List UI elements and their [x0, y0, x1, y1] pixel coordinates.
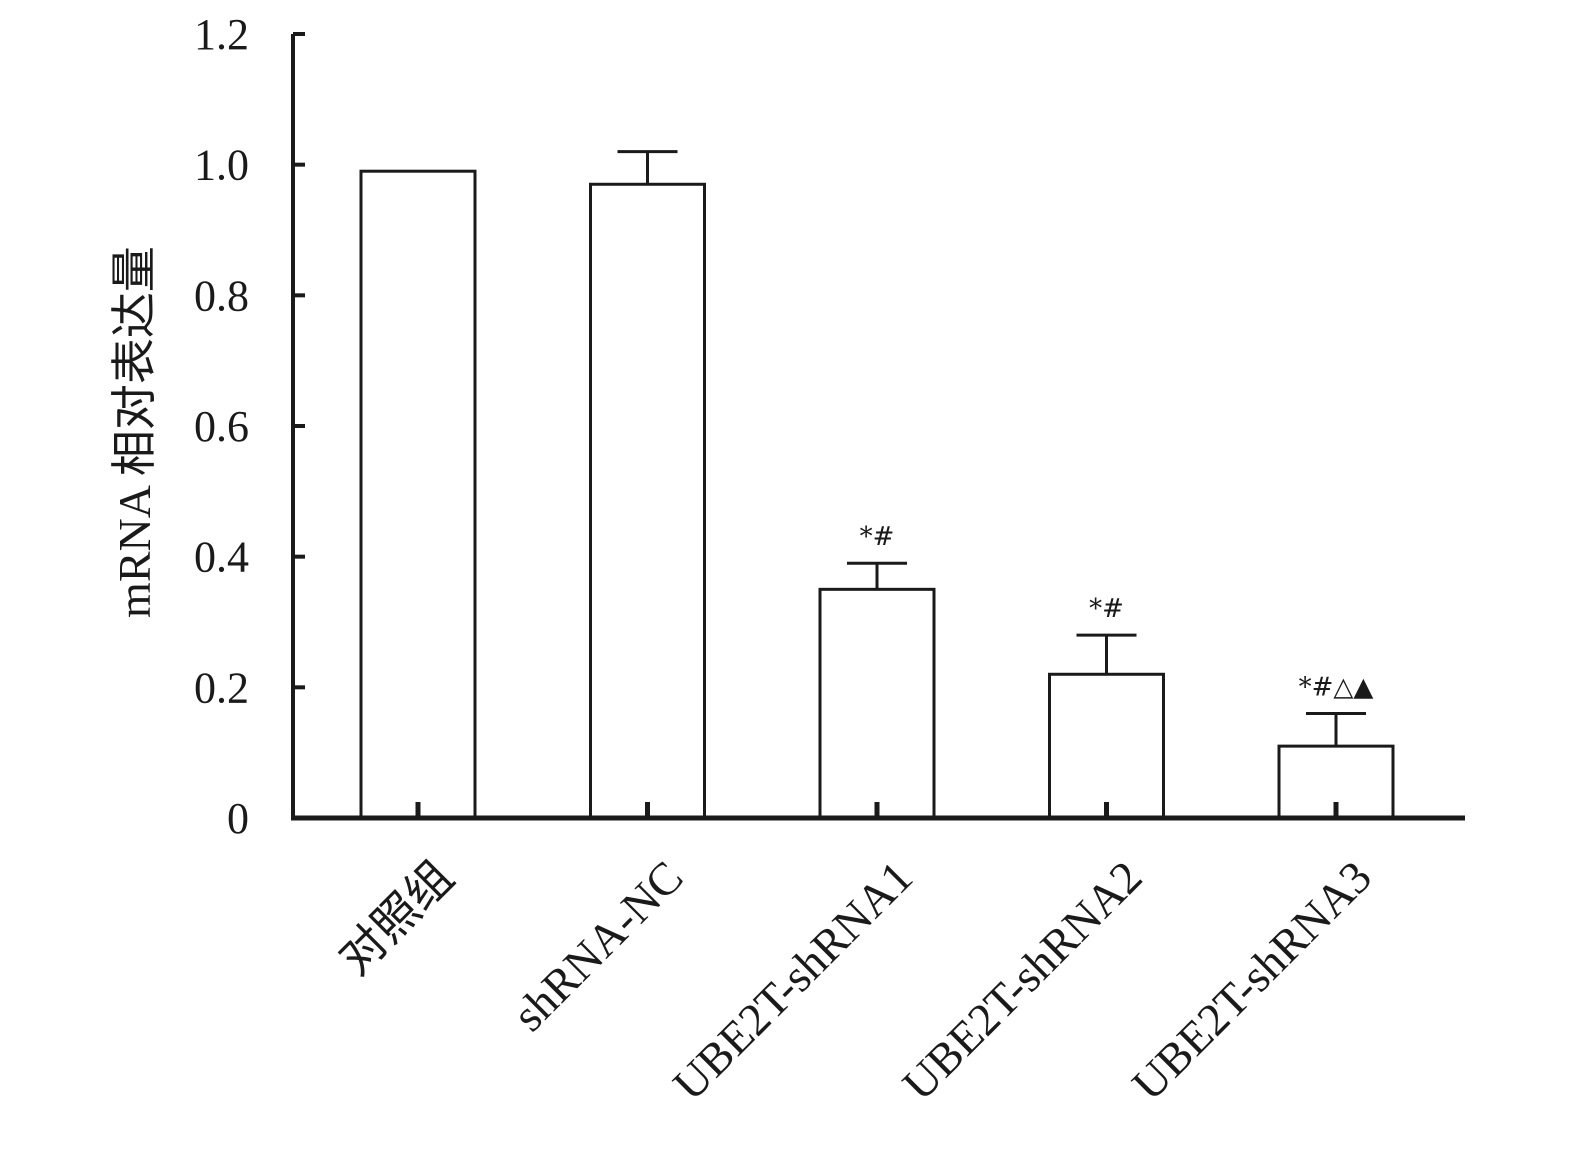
- y-tick-label-0: 0: [227, 794, 249, 843]
- significance-label-4: *#△▲: [1299, 672, 1374, 702]
- y-tick-label-5: 1.0: [194, 141, 249, 190]
- bar-2: [818, 587, 936, 820]
- bar-3: [1048, 672, 1165, 820]
- category-label-2: UBE2T-shRNA1: [663, 851, 922, 1110]
- axes-layer: [291, 32, 1465, 821]
- category-label-1: shRNA-NC: [503, 851, 693, 1041]
- significance-label-2: *#: [860, 522, 895, 552]
- significance-label-3: *#: [1089, 594, 1124, 624]
- bar-1: [589, 182, 706, 820]
- y-tick-label-3: 0.6: [194, 402, 249, 451]
- y-tick-label-1: 0.2: [194, 663, 249, 712]
- category-label-4: UBE2T-shRNA3: [1122, 851, 1381, 1110]
- bars-layer: [359, 150, 1395, 820]
- y-tick-label-4: 0.8: [194, 271, 249, 320]
- bar-0: [359, 169, 477, 820]
- category-label-3: UBE2T-shRNA2: [893, 851, 1152, 1110]
- y-tick-label-2: 0.4: [194, 533, 249, 582]
- category-label-0: 对照组: [329, 851, 463, 985]
- y-tick-label-6: 1.2: [194, 10, 249, 59]
- y-axis-title: mRNA 相对表达量: [109, 246, 160, 618]
